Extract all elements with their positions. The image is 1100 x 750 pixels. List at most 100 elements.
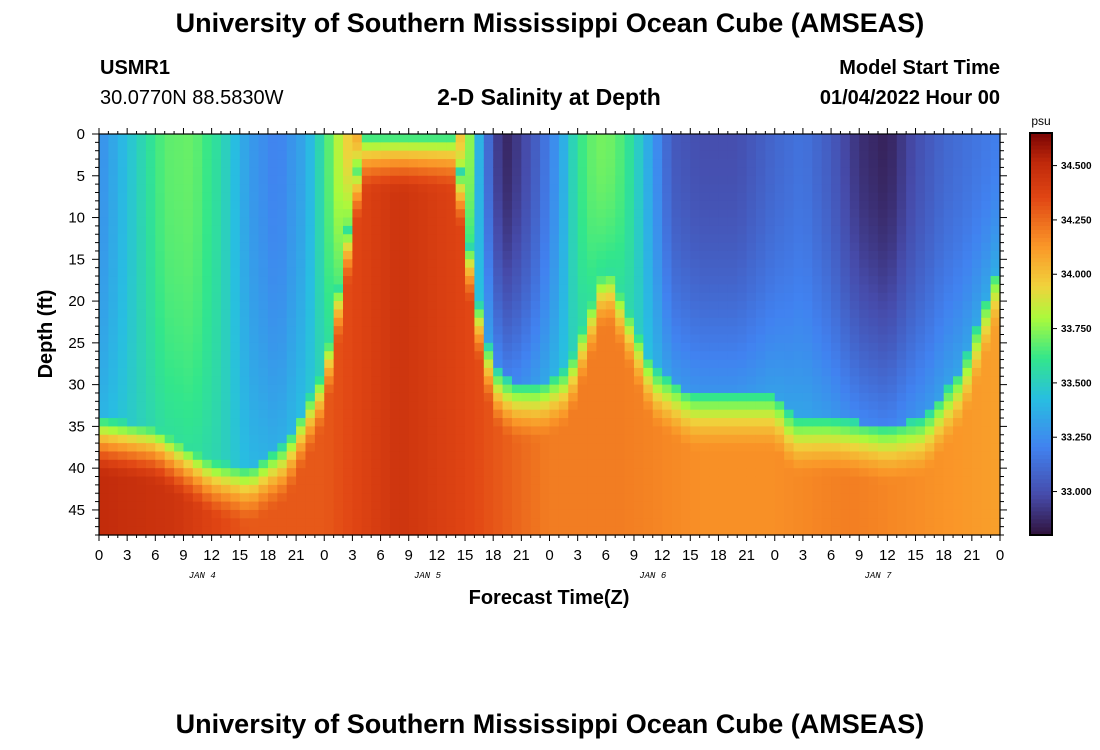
heatmap-cell bbox=[859, 501, 870, 511]
heatmap-cell bbox=[145, 159, 156, 169]
heatmap-cell bbox=[455, 159, 466, 169]
heatmap-cell bbox=[793, 476, 804, 486]
heatmap-cell bbox=[737, 292, 748, 302]
heatmap-cell bbox=[737, 376, 748, 386]
heatmap-cell bbox=[408, 134, 419, 143]
heatmap-cell bbox=[136, 242, 147, 252]
heatmap-cell bbox=[530, 359, 541, 369]
heatmap-cell bbox=[831, 501, 842, 511]
heatmap-cell bbox=[493, 518, 504, 528]
heatmap-cell bbox=[568, 250, 579, 260]
heatmap-cell bbox=[192, 426, 203, 436]
heatmap-cell bbox=[267, 309, 278, 319]
heatmap-cell bbox=[690, 267, 701, 277]
heatmap-cell bbox=[230, 468, 241, 478]
heatmap-cell bbox=[558, 484, 569, 494]
heatmap-cell bbox=[633, 476, 644, 486]
heatmap-cell bbox=[361, 242, 372, 252]
heatmap-cell bbox=[868, 200, 879, 210]
heatmap-cell bbox=[521, 301, 532, 311]
heatmap-cell bbox=[418, 192, 429, 202]
heatmap-cell bbox=[643, 150, 654, 160]
heatmap-cell bbox=[784, 426, 795, 436]
heatmap-cell bbox=[202, 167, 213, 177]
heatmap-cell bbox=[709, 301, 720, 311]
heatmap-cell bbox=[127, 326, 138, 336]
model-start-value: 01/04/2022 Hour 00 bbox=[819, 87, 1000, 109]
heatmap-cell bbox=[755, 209, 766, 219]
heatmap-cell bbox=[230, 434, 241, 444]
heatmap-cell bbox=[643, 384, 654, 394]
heatmap-cell bbox=[352, 159, 363, 169]
heatmap-cell bbox=[277, 192, 288, 202]
heatmap-cell bbox=[934, 250, 945, 260]
heatmap-cell bbox=[418, 200, 429, 210]
heatmap-cell bbox=[812, 351, 823, 361]
heatmap-cell bbox=[230, 192, 241, 202]
heatmap-cell bbox=[652, 259, 663, 269]
heatmap-cell bbox=[802, 309, 813, 319]
heatmap-cell bbox=[971, 309, 982, 319]
heatmap-cell bbox=[718, 284, 729, 294]
heatmap-cell bbox=[361, 284, 372, 294]
heatmap-cell bbox=[277, 159, 288, 169]
heatmap-cell bbox=[239, 351, 250, 361]
heatmap-cell bbox=[511, 250, 522, 260]
heatmap-cell bbox=[408, 342, 419, 352]
heatmap-cell bbox=[371, 326, 382, 336]
heatmap-cell bbox=[953, 518, 964, 528]
heatmap-cell bbox=[802, 401, 813, 411]
heatmap-cell bbox=[474, 225, 485, 235]
heatmap-cell bbox=[192, 367, 203, 377]
heatmap-cell bbox=[709, 292, 720, 302]
heatmap-cell bbox=[906, 167, 917, 177]
heatmap-cell bbox=[615, 509, 626, 519]
heatmap-cell bbox=[671, 309, 682, 319]
heatmap-cell bbox=[136, 150, 147, 160]
heatmap-cell bbox=[267, 434, 278, 444]
heatmap-cell bbox=[493, 468, 504, 478]
heatmap-cell bbox=[192, 518, 203, 528]
heatmap-cell bbox=[868, 250, 879, 260]
heatmap-cell bbox=[859, 309, 870, 319]
heatmap-cell bbox=[427, 234, 438, 244]
heatmap-cell bbox=[924, 401, 935, 411]
heatmap-cell bbox=[652, 209, 663, 219]
heatmap-cell bbox=[530, 225, 541, 235]
heatmap-cell bbox=[746, 493, 757, 503]
heatmap-cell bbox=[230, 134, 241, 143]
heatmap-cell bbox=[924, 443, 935, 453]
heatmap-cell bbox=[605, 459, 616, 469]
heatmap-cell bbox=[915, 468, 926, 478]
heatmap-cell bbox=[765, 175, 776, 185]
heatmap-cell bbox=[418, 259, 429, 269]
heatmap-cell bbox=[896, 351, 907, 361]
heatmap-cell bbox=[145, 476, 156, 486]
heatmap-cell bbox=[633, 284, 644, 294]
heatmap-cell bbox=[380, 459, 391, 469]
heatmap-cell bbox=[267, 159, 278, 169]
heatmap-cell bbox=[755, 159, 766, 169]
heatmap-cell bbox=[680, 493, 691, 503]
heatmap-cell bbox=[690, 359, 701, 369]
heatmap-cell bbox=[267, 184, 278, 194]
heatmap-cell bbox=[934, 384, 945, 394]
heatmap-cell bbox=[408, 392, 419, 402]
heatmap-cell bbox=[455, 276, 466, 285]
heatmap-cell bbox=[755, 509, 766, 519]
heatmap-cell bbox=[249, 326, 260, 336]
heatmap-cell bbox=[427, 476, 438, 486]
heatmap-cell bbox=[671, 493, 682, 503]
heatmap-cell bbox=[521, 217, 532, 227]
heatmap-cell bbox=[474, 200, 485, 210]
heatmap-cell bbox=[230, 267, 241, 277]
heatmap-cell bbox=[108, 150, 119, 160]
heatmap-cell bbox=[399, 434, 410, 444]
heatmap-cell bbox=[427, 217, 438, 227]
heatmap-cell bbox=[502, 334, 513, 344]
heatmap-cell bbox=[709, 134, 720, 143]
heatmap-cell bbox=[136, 476, 147, 486]
heatmap-cell bbox=[877, 242, 888, 252]
heatmap-cell bbox=[699, 234, 710, 244]
heatmap-cell bbox=[333, 443, 344, 453]
